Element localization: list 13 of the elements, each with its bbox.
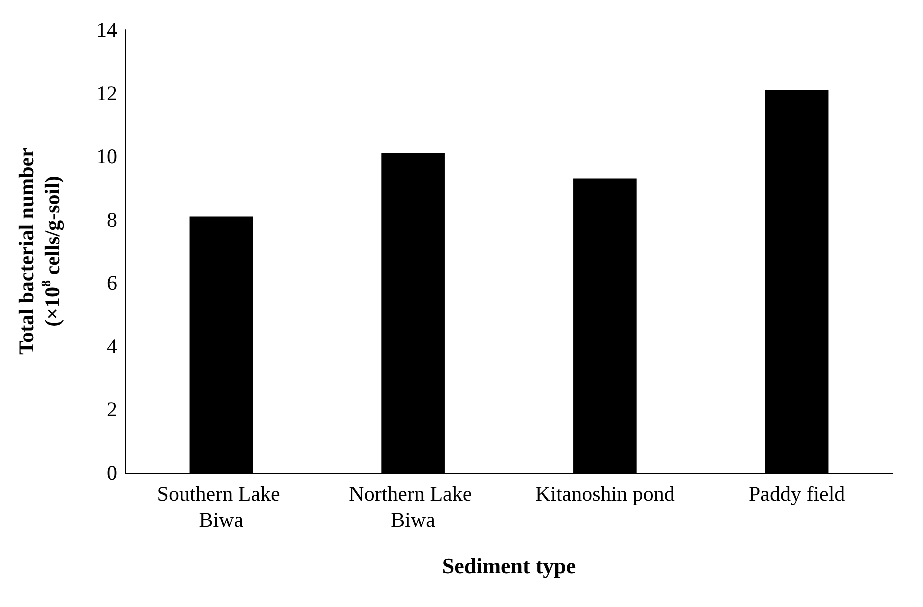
x-tick-label: Southern Lake Biwa [157,482,286,532]
x-axis-title: Sediment type [442,554,576,578]
y-tick-label: 8 [107,208,118,232]
y-tick-label: 2 [107,398,118,422]
y-tick-label: 14 [96,18,118,42]
x-tick-label: Northern Lake Biwa [349,482,478,532]
y-tick-label: 4 [107,334,118,358]
y-tick-label: 6 [107,271,118,296]
y-tick-label: 0 [107,461,118,485]
x-tick-label: Kitanoshin pond [535,482,676,506]
x-tick-label: Paddy field [748,482,846,506]
y-tick-label: 10 [96,144,118,169]
y-tick-label: 12 [96,81,118,106]
